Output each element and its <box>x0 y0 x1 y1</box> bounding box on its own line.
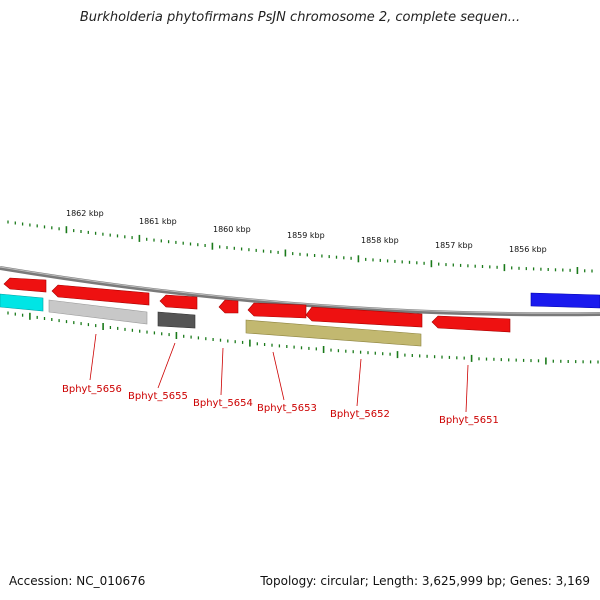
feature-olive[interactable] <box>245 319 422 347</box>
scale-label-1860: 1860 kbp <box>213 225 251 234</box>
feature-dark-gray[interactable] <box>157 311 196 329</box>
gene-label-bphyt-5656[interactable]: Bphyt_5656 <box>62 384 122 395</box>
scale-label-1862: 1862 kbp <box>66 209 104 218</box>
gene-labels: Bphyt_5656 Bphyt_5655 Bphyt_5654 Bphyt_5… <box>62 384 499 426</box>
gene-label-bphyt-5654[interactable]: Bphyt_5654 <box>193 398 253 409</box>
leader-line-5655 <box>157 342 176 389</box>
scale-label-1859: 1859 kbp <box>287 231 325 240</box>
accession-text: Accession: NC_010676 <box>9 574 146 588</box>
scale-label-1857: 1857 kbp <box>435 241 473 250</box>
map-title: Burkholderia phytofirmans PsJN chromosom… <box>79 10 521 25</box>
gene-label-bphyt-5651[interactable]: Bphyt_5651 <box>439 415 499 426</box>
gene-arrow-bphyt-5651[interactable] <box>431 315 511 333</box>
gene-label-bphyt-5655[interactable]: Bphyt_5655 <box>128 391 188 402</box>
leader-line-5653 <box>272 351 285 401</box>
gene-label-bphyt-5652[interactable]: Bphyt_5652 <box>330 409 390 420</box>
gene-arrow-bphyt-5652[interactable] <box>305 306 423 328</box>
label-leader-lines <box>89 333 469 413</box>
scale-label-1858: 1858 kbp <box>361 236 399 245</box>
leader-line-5654 <box>220 347 224 396</box>
topology-text: Topology: circular; Length: 3,625,999 bp… <box>260 574 590 588</box>
scale-labels: 1862 kbp 1861 kbp 1860 kbp 1859 kbp 1858… <box>66 209 547 254</box>
gene-arrow-bphyt-5653[interactable] <box>247 302 307 319</box>
inner-scale-ticks <box>7 311 599 365</box>
feature-light-gray[interactable] <box>48 299 148 325</box>
chromosome-backbone-highlight <box>0 266 600 314</box>
gene-arrow-bphyt-5654[interactable] <box>218 299 239 314</box>
leader-line-5656 <box>89 333 97 381</box>
gene-arrow-partial-left[interactable] <box>3 277 47 293</box>
scale-label-1861: 1861 kbp <box>139 217 177 226</box>
gene-label-bphyt-5653[interactable]: Bphyt_5653 <box>257 403 317 414</box>
gene-arrow-bphyt-5656[interactable] <box>51 284 150 306</box>
outer-scale-ticks <box>7 220 593 274</box>
feature-cyan[interactable] <box>0 293 44 312</box>
leader-line-5652 <box>356 358 362 407</box>
leader-line-5651 <box>465 364 469 413</box>
scale-label-1856: 1856 kbp <box>509 245 547 254</box>
gene-block-blue[interactable] <box>530 292 600 309</box>
gene-arrow-bphyt-5655[interactable] <box>159 294 198 310</box>
